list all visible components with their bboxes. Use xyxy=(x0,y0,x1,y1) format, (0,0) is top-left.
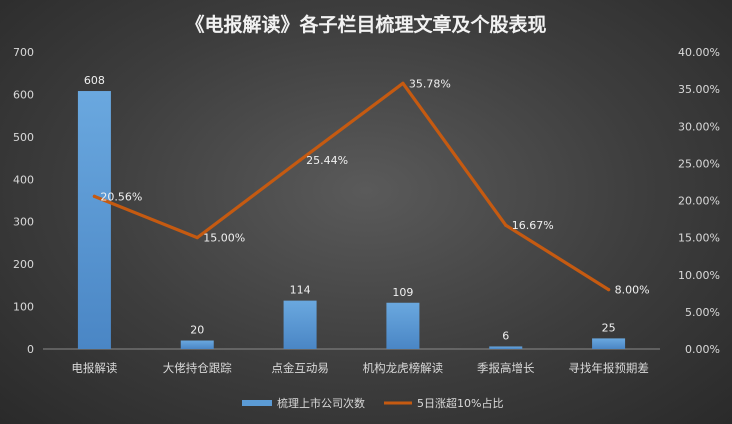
category-labels: 电报解读 大佬持仓跟踪 点金互动易 机构龙虎榜解读 季报高增长 寻找年报预期差 xyxy=(71,361,648,375)
line-point xyxy=(195,236,199,240)
left-tick-label: 100 xyxy=(13,301,34,314)
category-label: 寻找年报预期差 xyxy=(568,361,649,375)
right-tick-label: 5.00% xyxy=(685,306,720,319)
line-value-label: 35.78% xyxy=(409,77,451,90)
legend-bar-label: 梳理上市公司次数 xyxy=(277,396,365,410)
line-value-label: 25.44% xyxy=(306,154,348,167)
right-tick-label: 30.00% xyxy=(678,120,720,133)
category-label: 电报解读 xyxy=(71,361,117,375)
left-tick-label: 500 xyxy=(13,131,34,144)
bar-value-label: 6 xyxy=(502,329,509,342)
left-tick-label: 300 xyxy=(13,216,34,229)
bar-value-label: 608 xyxy=(84,74,105,87)
right-tick-label: 20.00% xyxy=(678,195,720,208)
left-tick-label: 200 xyxy=(13,258,34,271)
legend: 梳理上市公司次数 5日涨超10%占比 xyxy=(242,396,503,410)
category-label: 大佬持仓跟踪 xyxy=(163,361,232,375)
bar-value-label: 25 xyxy=(602,321,616,334)
right-tick-label: 35.00% xyxy=(678,83,720,96)
line-point xyxy=(298,158,302,162)
bar-value-label: 114 xyxy=(290,284,311,297)
line-point xyxy=(606,288,611,292)
line-value-label: 20.56% xyxy=(100,190,142,203)
right-axis-ticks: 0.00% 5.00% 10.00% 15.00% 20.00% 25.00% 30.00%… xyxy=(678,46,720,356)
right-tick-label: 15.00% xyxy=(678,232,720,245)
left-axis-ticks: 0 100 200 300 400 500 600 700 xyxy=(13,46,34,356)
chart-title: 《电报解读》各子栏目梳理文章及个股表现 xyxy=(185,13,546,36)
left-tick-label: 0 xyxy=(27,343,34,356)
right-tick-label: 0.00% xyxy=(685,343,720,356)
right-tick-label: 40.00% xyxy=(678,46,720,59)
line-point xyxy=(504,223,508,227)
right-tick-label: 10.00% xyxy=(678,269,720,282)
left-tick-label: 700 xyxy=(13,46,34,59)
legend-bar-swatch xyxy=(242,400,272,406)
bar xyxy=(77,91,111,349)
line-point xyxy=(92,194,97,198)
category-label: 机构龙虎榜解读 xyxy=(363,361,444,375)
left-tick-label: 600 xyxy=(13,88,34,101)
bar xyxy=(386,302,420,349)
bar xyxy=(489,346,523,349)
bar-series: 608 20 114 109 6 25 xyxy=(77,74,626,349)
line-value-label: 16.67% xyxy=(512,219,554,232)
bar-value-label: 20 xyxy=(190,324,204,337)
line-value-label: 15.00% xyxy=(203,232,245,245)
category-label: 点金互动易 xyxy=(271,361,329,375)
bar xyxy=(592,338,626,349)
line-point xyxy=(401,81,405,85)
line-series: 20.56% 15.00% 25.44% 35.78% 16.67% 8.00% xyxy=(92,77,650,297)
legend-line-label: 5日涨超10%占比 xyxy=(417,396,503,410)
line-path xyxy=(92,81,611,292)
category-label: 季报高增长 xyxy=(477,361,535,375)
bar xyxy=(283,300,317,349)
bar-value-label: 109 xyxy=(392,286,413,299)
bar xyxy=(180,340,214,349)
left-tick-label: 400 xyxy=(13,173,34,186)
right-tick-label: 25.00% xyxy=(678,157,720,170)
line-value-label: 8.00% xyxy=(615,284,650,297)
